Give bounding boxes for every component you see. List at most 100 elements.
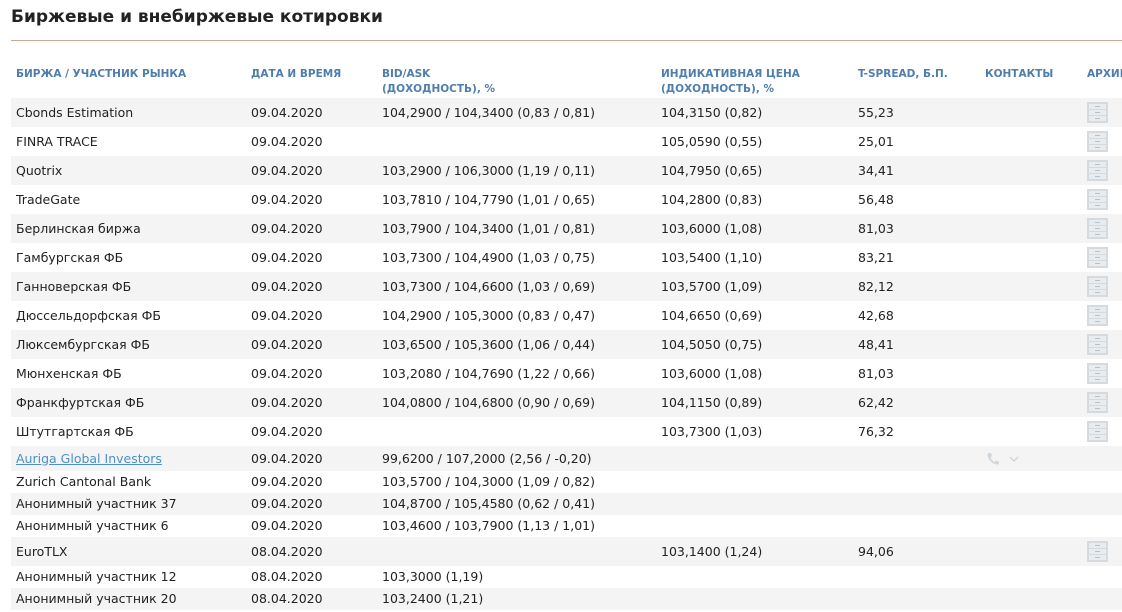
archive-button[interactable] xyxy=(1087,363,1108,384)
column-header-line: (ДОХОДНОСТЬ), % xyxy=(661,83,774,95)
table-cell: 34,41 xyxy=(858,162,894,178)
column-header-line: ИНДИКАТИВНАЯ ЦЕНА xyxy=(661,68,800,80)
table-cell: Штутгартская ФБ xyxy=(16,423,134,439)
participant-link[interactable]: Auriga Global Investors xyxy=(16,450,162,466)
archive-button[interactable] xyxy=(1087,189,1108,210)
table-row: EuroTLX 08.04.2020 103,1400 (1,24) 94,06 xyxy=(11,537,1122,566)
table-cell: 81,03 xyxy=(858,220,894,236)
archive-button[interactable] xyxy=(1087,247,1108,268)
table-cell: 09.04.2020 xyxy=(251,450,323,466)
table-cell: 103,3000 (1,19) xyxy=(382,569,484,584)
table-cell: 104,2900 / 105,3000 (0,83 / 0,47) xyxy=(382,307,595,323)
table-cell: 103,6500 / 105,3600 (1,06 / 0,44) xyxy=(382,336,595,352)
column-header-line: АРХИВ xyxy=(1087,68,1122,80)
table-cell: Zurich Cantonal Bank xyxy=(16,474,152,489)
table-row: Люксембургская ФБ 09.04.2020 103,6500 / 10… xyxy=(11,330,1122,359)
table-row: Штутгартская ФБ 09.04.2020 103,7300 (1,03)… xyxy=(11,417,1122,446)
table-cell: 104,6650 (0,69) xyxy=(661,307,763,323)
table-cell: 103,2400 (1,21) xyxy=(382,591,484,606)
archive-button[interactable] xyxy=(1087,421,1108,442)
table-row: Берлинская биржа 09.04.2020 103,7900 / 104… xyxy=(11,214,1122,243)
archive-button[interactable] xyxy=(1087,276,1108,297)
column-header: ДАТА И ВРЕМЯ xyxy=(251,67,341,82)
table-cell: 103,7810 / 104,7790 (1,01 / 0,65) xyxy=(382,191,595,207)
table-cell: 09.04.2020 xyxy=(251,474,323,489)
table-row: Анонимный участник 20 08.04.2020 103,2400 … xyxy=(11,588,1122,610)
table-row: Дюссельдорфская ФБ 09.04.2020 104,2900 / 1… xyxy=(11,301,1122,330)
table-cell: 48,41 xyxy=(858,336,894,352)
table-cell: Люксембургская ФБ xyxy=(16,336,150,352)
table-cell: 09.04.2020 xyxy=(251,336,323,352)
table-row: Анонимный участник 6 09.04.2020 103,4600 /… xyxy=(11,515,1122,537)
column-header-line: BID/ASK xyxy=(382,68,431,80)
table-cell: 104,7950 (0,65) xyxy=(661,162,763,178)
table-cell: 103,5700 / 104,3000 (1,09 / 0,82) xyxy=(382,474,595,489)
table-cell: 55,23 xyxy=(858,104,894,120)
table-cell: 76,32 xyxy=(858,423,894,439)
table-row: Франкфуртская ФБ 09.04.2020 104,0800 / 104… xyxy=(11,388,1122,417)
table-cell: 83,21 xyxy=(858,249,894,265)
table-cell: 09.04.2020 xyxy=(251,104,323,120)
table-cell: 103,5400 (1,10) xyxy=(661,249,763,265)
archive-button[interactable] xyxy=(1087,541,1108,562)
column-header: BID/ASK (ДОХОДНОСТЬ), % xyxy=(382,67,495,97)
table-cell: 42,68 xyxy=(858,307,894,323)
table-cell: FINRA TRACE xyxy=(16,133,98,149)
table-cell: Анонимный участник 12 xyxy=(16,569,177,584)
table-cell: 94,06 xyxy=(858,543,894,559)
table-cell: 09.04.2020 xyxy=(251,423,323,439)
table-cell: 104,8700 / 105,4580 (0,62 / 0,41) xyxy=(382,496,595,511)
table-cell: 09.04.2020 xyxy=(251,365,323,381)
table-cell: 104,3150 (0,82) xyxy=(661,104,763,120)
table-row: Auriga Global Investors 09.04.2020 99,6200… xyxy=(11,446,1122,471)
table-row: Ганноверская ФБ 09.04.2020 103,7300 / 104,… xyxy=(11,272,1122,301)
table-cell: 103,6000 (1,08) xyxy=(661,365,763,381)
column-header: КОНТАКТЫ xyxy=(985,67,1053,82)
page-title: Биржевые и внебиржевые котировки xyxy=(11,7,383,27)
table-row: TradeGate 09.04.2020 103,7810 / 104,7790 (… xyxy=(11,185,1122,214)
table-cell: 09.04.2020 xyxy=(251,278,323,294)
table-cell: Ганноверская ФБ xyxy=(16,278,132,294)
archive-button[interactable] xyxy=(1087,102,1108,123)
table-cell: 103,7300 / 104,4900 (1,03 / 0,75) xyxy=(382,249,595,265)
table-cell: 25,01 xyxy=(858,133,894,149)
archive-button[interactable] xyxy=(1087,131,1108,152)
table-cell: 103,4600 / 103,7900 (1,13 / 1,01) xyxy=(382,518,595,533)
archive-button[interactable] xyxy=(1087,218,1108,239)
table-cell: 103,6000 (1,08) xyxy=(661,220,763,236)
table-cell: 09.04.2020 xyxy=(251,191,323,207)
table-row: Гамбургская ФБ 09.04.2020 103,7300 / 104,4… xyxy=(11,243,1122,272)
table-cell: Мюнхенская ФБ xyxy=(16,365,122,381)
archive-button[interactable] xyxy=(1087,334,1108,355)
table-cell: Берлинская биржа xyxy=(16,220,141,236)
table-cell: Анонимный участник 37 xyxy=(16,496,177,511)
archive-button[interactable] xyxy=(1087,160,1108,181)
archive-button[interactable] xyxy=(1087,305,1108,326)
contacts-button[interactable] xyxy=(985,451,1025,467)
archive-button[interactable] xyxy=(1087,392,1108,413)
column-header: АРХИВ xyxy=(1087,67,1122,82)
table-cell: Cbonds Estimation xyxy=(16,104,134,120)
table-cell: 103,7900 / 104,3400 (1,01 / 0,81) xyxy=(382,220,595,236)
column-header-line: ДАТА И ВРЕМЯ xyxy=(251,68,342,80)
table-cell: 82,12 xyxy=(858,278,894,294)
column-header-line: БИРЖА / УЧАСТНИК РЫНКА xyxy=(16,68,187,80)
table-row: FINRA TRACE 09.04.2020 105,0590 (0,55) 25,0… xyxy=(11,127,1122,156)
table-cell: 105,0590 (0,55) xyxy=(661,133,763,149)
table-cell: 104,2800 (0,83) xyxy=(661,191,763,207)
table-row: Анонимный участник 37 09.04.2020 104,8700 … xyxy=(11,493,1122,515)
table-cell: 104,2900 / 104,3400 (0,83 / 0,81) xyxy=(382,104,595,120)
table-cell: 08.04.2020 xyxy=(251,569,323,584)
table-cell: 62,42 xyxy=(858,394,894,410)
column-header-line: T-SPREAD, Б.П. xyxy=(858,68,948,80)
table-cell: 09.04.2020 xyxy=(251,518,323,533)
table-cell: 08.04.2020 xyxy=(251,591,323,606)
table-cell: 104,5050 (0,75) xyxy=(661,336,763,352)
table-cell: Quotrix xyxy=(16,162,63,178)
table-row: Анонимный участник 12 08.04.2020 103,3000 … xyxy=(11,566,1122,588)
table-cell: 104,0800 / 104,6800 (0,90 / 0,69) xyxy=(382,394,595,410)
table-cell: 103,2900 / 106,3000 (1,19 / 0,11) xyxy=(382,162,595,178)
table-cell: 09.04.2020 xyxy=(251,394,323,410)
table-cell: TradeGate xyxy=(16,191,81,207)
